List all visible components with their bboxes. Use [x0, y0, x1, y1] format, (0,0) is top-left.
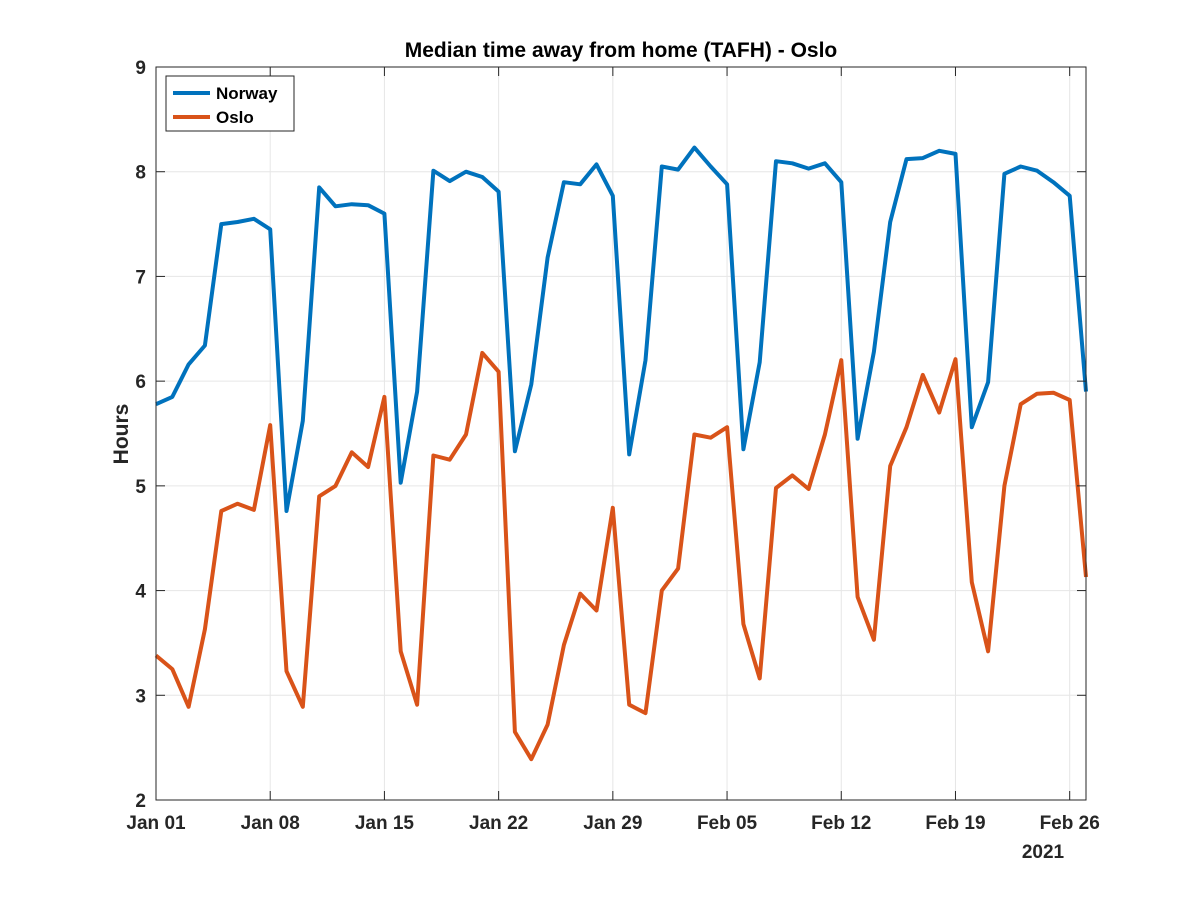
series-lines [154, 145, 1088, 762]
legend-label-oslo: Oslo [216, 108, 254, 127]
x-tick-label: Feb 19 [925, 813, 985, 834]
y-axis-label: Hours [110, 404, 133, 465]
x-tick-label: Jan 15 [355, 813, 415, 834]
y-tick-label: 2 [135, 791, 146, 812]
legend: Norway Oslo [165, 75, 295, 132]
chart-title: Median time away from home (TAFH) - Oslo [405, 39, 838, 62]
series-line-oslo [154, 350, 1088, 762]
x-tick-label: Jan 08 [241, 813, 300, 834]
plot-area [156, 67, 1086, 800]
legend-label-norway: Norway [216, 84, 278, 103]
x-tick-label: Jan 01 [126, 813, 186, 834]
x-tick-label: Feb 26 [1040, 813, 1100, 834]
y-tick-label: 4 [135, 582, 146, 603]
y-tick-label: 8 [135, 163, 146, 184]
x-tick-label: Feb 12 [811, 813, 871, 834]
axis-ticks: 2 3 4 5 6 7 8 9 Jan 01 Jan 08 Jan 15 Jan 22 Jan 29 Fe… [126, 58, 1099, 834]
y-tick-label: 6 [135, 372, 146, 393]
legend-box [165, 75, 295, 132]
axes-box [155, 66, 1087, 801]
x-tick-label: Feb 05 [697, 813, 758, 834]
x-tick-label: Jan 22 [469, 813, 528, 834]
y-tick-label: 3 [135, 686, 146, 707]
x-tick-label: Jan 29 [583, 813, 642, 834]
series-line-norway [155, 145, 1088, 513]
y-tick-label: 9 [135, 58, 146, 79]
y-tick-label: 7 [135, 267, 146, 288]
y-tick-label: 5 [135, 477, 146, 498]
x-axis-year-label: 2021 [1022, 842, 1065, 863]
